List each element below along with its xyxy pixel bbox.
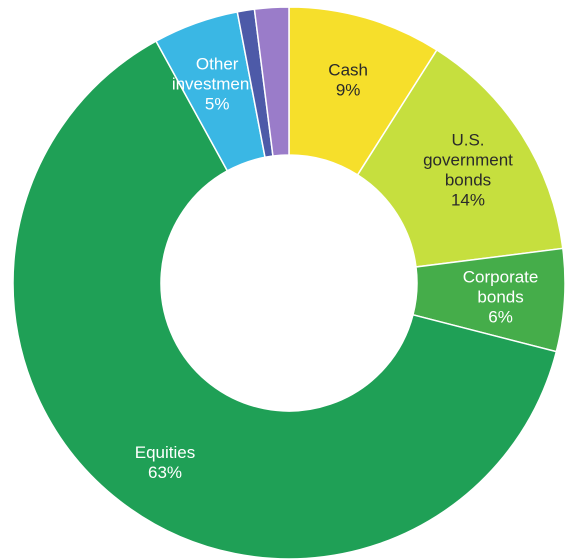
donut-slice-6 — [253, 6, 290, 157]
slice-label-line: 14% — [451, 190, 485, 209]
slice-label-line: Other — [196, 55, 239, 74]
slice-label-2: Corporate bonds 6% — [463, 267, 539, 326]
slice-label-line: bonds — [445, 170, 491, 189]
slice-label-line: U.S. — [451, 130, 484, 149]
slice-label-line: Equities — [135, 443, 195, 462]
slice-label-line: bonds — [477, 287, 523, 306]
slice-label-line: 63% — [148, 463, 182, 482]
slice-label-line: investments — [172, 75, 263, 94]
slice-label-4: Other investments 5% — [172, 55, 263, 114]
slice-label-0: Cash 9% — [328, 60, 368, 99]
donut-slice-1 — [356, 48, 564, 268]
slice-label-3: Equities 63% — [135, 443, 195, 482]
slice-label-line: 9% — [336, 80, 361, 99]
slice-label-line: 6% — [488, 307, 513, 326]
slice-label-line: government — [423, 150, 513, 169]
slice-label-1: U.S. government bonds 14% — [423, 130, 513, 209]
slice-label-line: Cash — [328, 60, 368, 79]
slice-label-line: Corporate — [463, 267, 539, 286]
slice-label-line: 5% — [205, 95, 230, 114]
donut-slice-3 — [12, 40, 558, 559]
